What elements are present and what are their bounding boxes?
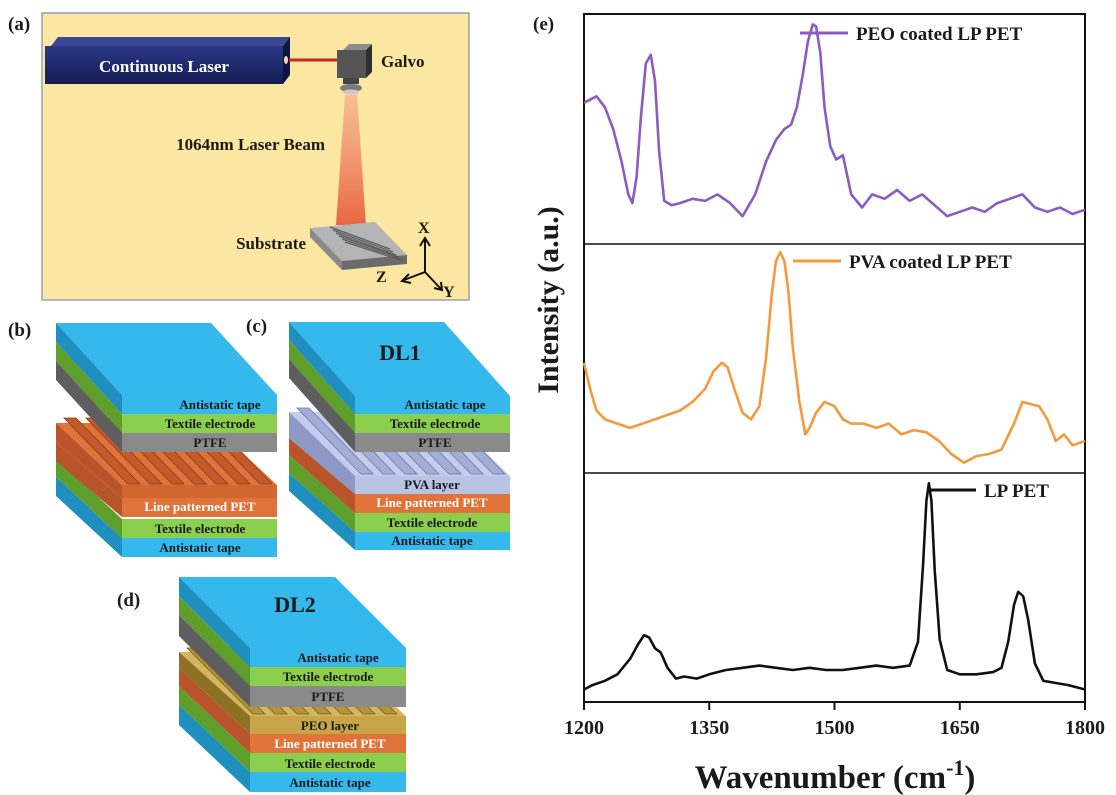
legend-layer: PEO coated LP PET PVA coated LP PET LP PET	[793, 24, 1049, 502]
panel-d-ptfe-label: PTFE	[311, 689, 344, 704]
y-axis-label: Intensity (a.u.)	[532, 206, 565, 394]
axis-z-label: Z	[376, 269, 387, 286]
panel-b-electrode-top-label: Textile electrode	[165, 416, 256, 431]
panel-e-label: (e)	[533, 14, 554, 35]
panel-d-electrode-top-label: Textile electrode	[283, 669, 374, 684]
series-layer	[582, 23, 1086, 691]
panel-e: (e) 1200 1350 1500 1650 1800 PEO coated LP P…	[532, 13, 1105, 795]
x-axis-label-sup: -1	[946, 755, 964, 780]
plot-frame	[583, 13, 1086, 703]
panel-d-peo-label: PEO layer	[301, 718, 359, 733]
panel-c-pet-label: Line patterned PET	[376, 495, 488, 510]
panel-d-pet-label: Line patterned PET	[274, 736, 386, 751]
axis-y-label: Y	[443, 284, 455, 301]
x-axis-label-close: )	[964, 760, 975, 795]
x-tick-label: 1650	[940, 717, 980, 739]
panel-c: (c) PVA layer Line patterned PET	[246, 316, 510, 550]
x-axis-label-main: Wavenumber (cm	[695, 760, 946, 795]
panel-a-label: (a)	[8, 14, 30, 35]
laser-label: Continuous Laser	[99, 57, 229, 76]
laser-beam-cone	[336, 95, 366, 225]
panel-b-tape-bottom-label: Antistatic tape	[159, 540, 240, 555]
galvo-label: Galvo	[381, 52, 424, 71]
series-line	[583, 23, 1086, 218]
substrate-plate: Substrate	[236, 222, 407, 270]
panel-d-label: (d)	[117, 590, 140, 611]
panel-c-electrode-bottom-label: Textile electrode	[387, 515, 478, 530]
panel-d-tape-top-label: Antistatic tape	[297, 650, 378, 665]
panel-c-tape-top-label: Antistatic tape	[404, 397, 485, 412]
panel-d-electrode-bottom-label: Textile electrode	[285, 756, 376, 771]
x-tick-label: 1350	[689, 717, 729, 739]
series-line	[582, 250, 1086, 465]
series-line	[583, 481, 1086, 691]
legend-label: PEO coated LP PET	[856, 24, 1023, 45]
axis-x-label: X	[418, 220, 430, 237]
panel-b-pet-label: Line patterned PET	[144, 499, 256, 514]
panel-b-top-stack: Antistatic tape Textile electrode PTFE	[56, 323, 277, 452]
legend-label: PVA coated LP PET	[849, 252, 1012, 273]
panel-d-top-stack: DL2 Antistatic tape Textile electrode PT…	[179, 577, 406, 707]
panel-b-tape-top-label: Antistatic tape	[179, 397, 260, 412]
beam-label: 1064nm Laser Beam	[176, 135, 325, 154]
substrate-label: Substrate	[236, 234, 306, 253]
x-axis-ticks: 1200 1350 1500 1650 1800	[564, 702, 1105, 739]
panel-c-label: (c)	[246, 316, 267, 337]
panel-c-ptfe-label: PTFE	[418, 435, 451, 450]
x-tick-label: 1800	[1065, 717, 1105, 739]
x-axis-label: Wavenumber (cm-1)	[695, 755, 976, 795]
legend-label: LP PET	[984, 481, 1049, 502]
panel-c-tape-bottom-label: Antistatic tape	[391, 533, 472, 548]
panel-d-tape-bottom-label: Antistatic tape	[289, 775, 370, 790]
panel-b: (b) Line pattern	[8, 320, 277, 557]
panel-a: (a) Continuous Laser Galvo 1064nm Laser …	[8, 12, 470, 301]
panel-b-label: (b)	[8, 320, 31, 341]
coordinate-axes	[400, 236, 444, 292]
panel-c-pva-label: PVA layer	[404, 477, 460, 492]
panel-b-ptfe-label: PTFE	[193, 435, 226, 450]
panel-c-title: DL1	[379, 340, 421, 365]
panel-c-electrode-top-label: Textile electrode	[390, 416, 481, 431]
panel-c-top-stack: DL1 Antistatic tape Textile electrode PT…	[289, 322, 510, 452]
panel-d: (d) PEO layer Line patterned PET	[117, 577, 406, 792]
galvo-scanner: Galvo	[337, 44, 424, 95]
x-tick-label: 1200	[564, 717, 604, 739]
laser-source: Continuous Laser	[45, 37, 290, 84]
x-tick-label: 1500	[815, 717, 855, 739]
panel-d-title: DL2	[274, 592, 316, 617]
panel-b-electrode-bottom-label: Textile electrode	[155, 521, 246, 536]
